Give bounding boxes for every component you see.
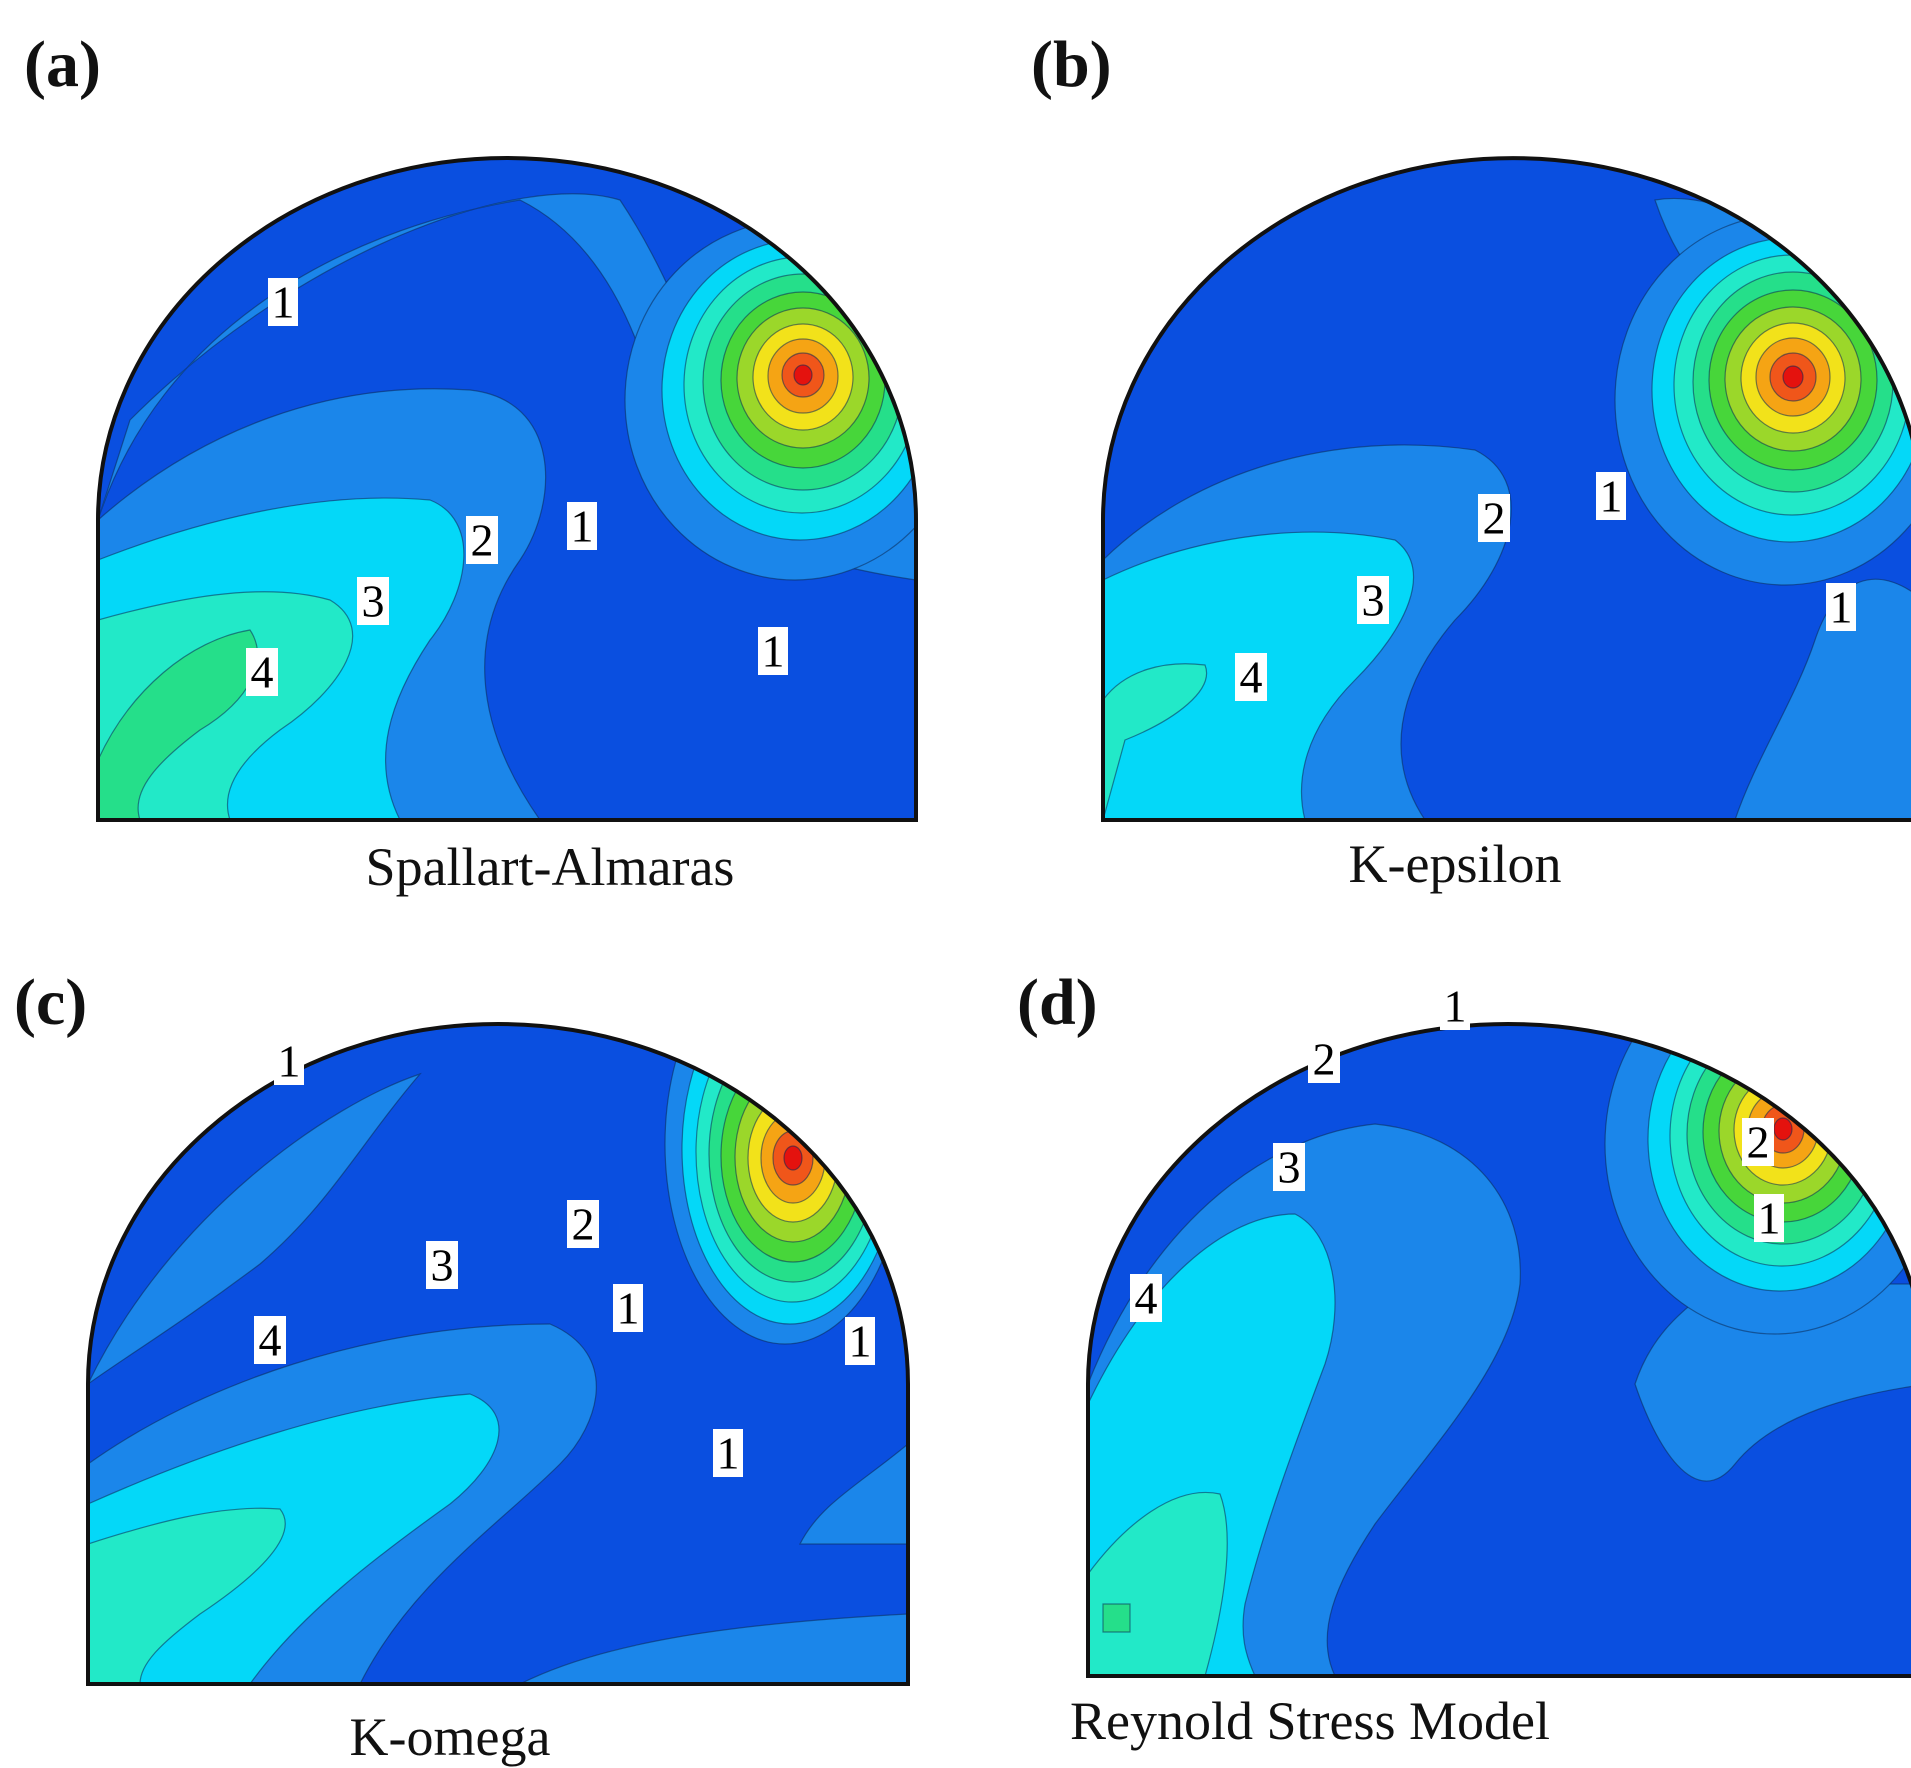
svg-text:1: 1	[272, 277, 295, 328]
contour-label: 2	[466, 515, 498, 566]
svg-text:3: 3	[431, 1240, 454, 1291]
contour-label: 3	[1357, 575, 1389, 626]
panel-a: (a) 1 2 1 3 4	[0, 0, 955, 894]
svg-text:1: 1	[1758, 1193, 1781, 1244]
contour-label: 2	[1478, 493, 1510, 544]
contour-labels: 1 2 3 1 4 1 1	[254, 1036, 875, 1479]
svg-text:1: 1	[762, 626, 785, 677]
panel-letter: (d)	[1017, 966, 1098, 1039]
svg-text:1: 1	[849, 1316, 872, 1367]
contour-label: 1	[613, 1283, 643, 1334]
contour-label: 4	[246, 647, 278, 698]
contour-label: 2	[567, 1199, 599, 1250]
svg-text:1: 1	[278, 1036, 301, 1087]
panel-caption: Spallart-Almaras	[365, 837, 735, 897]
contour-labels: 1 2 1 3 4 1	[246, 277, 788, 698]
panel-letter: (a)	[24, 28, 101, 101]
contour-label: 1	[274, 1036, 304, 1087]
contour-label: 4	[1235, 652, 1267, 703]
panel-caption: K-epsilon	[1348, 834, 1562, 894]
contour-plot: 1 2 3 1 4 1 1	[86, 1022, 910, 1686]
svg-text:2: 2	[1313, 1034, 1336, 1085]
contour-label: 3	[426, 1240, 458, 1291]
contour-label: 1	[1826, 582, 1856, 633]
svg-text:2: 2	[471, 515, 494, 566]
contour-label: 1	[758, 626, 788, 677]
svg-text:3: 3	[1362, 575, 1385, 626]
contour-label: 1	[1440, 981, 1470, 1032]
contour-label: 1	[1754, 1193, 1784, 1244]
svg-text:1: 1	[1444, 981, 1467, 1032]
contour-label: 1	[1596, 471, 1626, 522]
svg-text:1: 1	[717, 1428, 740, 1479]
contour-label: 3	[1273, 1142, 1305, 1193]
svg-text:1: 1	[1830, 582, 1853, 633]
contour-label: 1	[713, 1428, 743, 1479]
svg-text:3: 3	[362, 576, 385, 627]
contour-label: 4	[1130, 1273, 1162, 1324]
panel-d: (d) 1 2 3 2 1	[955, 884, 1911, 1768]
contour-label: 1	[268, 277, 298, 328]
panel-caption: Reynold Stress Model	[1070, 1691, 1550, 1751]
contour-labels: 2 1 3 1 4	[1235, 471, 1856, 703]
svg-text:2: 2	[1747, 1117, 1770, 1168]
svg-text:4: 4	[259, 1315, 282, 1366]
svg-text:1: 1	[571, 501, 594, 552]
contour-plot: 1 2 3 2 1 4	[1086, 981, 1911, 1678]
contour-label: 1	[567, 501, 597, 552]
contour-label: 2	[1742, 1117, 1774, 1168]
svg-text:2: 2	[572, 1199, 595, 1250]
panel-c: (c) 1 2 3 1	[0, 884, 955, 1768]
svg-text:1: 1	[617, 1283, 640, 1334]
contour-label: 3	[357, 576, 389, 627]
contour-label: 4	[254, 1315, 286, 1366]
panel-letter: (b)	[1031, 28, 1112, 101]
panel-letter: (c)	[14, 966, 88, 1039]
panel-caption: K-omega	[349, 1707, 551, 1767]
contour-label: 1	[845, 1316, 875, 1367]
contour-plot: 2 1 3 1 4	[1101, 156, 1911, 822]
svg-text:3: 3	[1278, 1142, 1301, 1193]
contour-labels: 1 2 3 2 1 4	[1130, 981, 1784, 1324]
contour-plot: 1 2 1 3 4 1	[96, 156, 918, 822]
contour-label: 2	[1308, 1034, 1340, 1085]
svg-text:4: 4	[251, 647, 274, 698]
svg-text:4: 4	[1135, 1273, 1158, 1324]
svg-text:2: 2	[1483, 493, 1506, 544]
panel-b: (b) 2 1 3 1 4	[955, 0, 1911, 891]
svg-text:1: 1	[1600, 471, 1623, 522]
svg-text:4: 4	[1240, 652, 1263, 703]
